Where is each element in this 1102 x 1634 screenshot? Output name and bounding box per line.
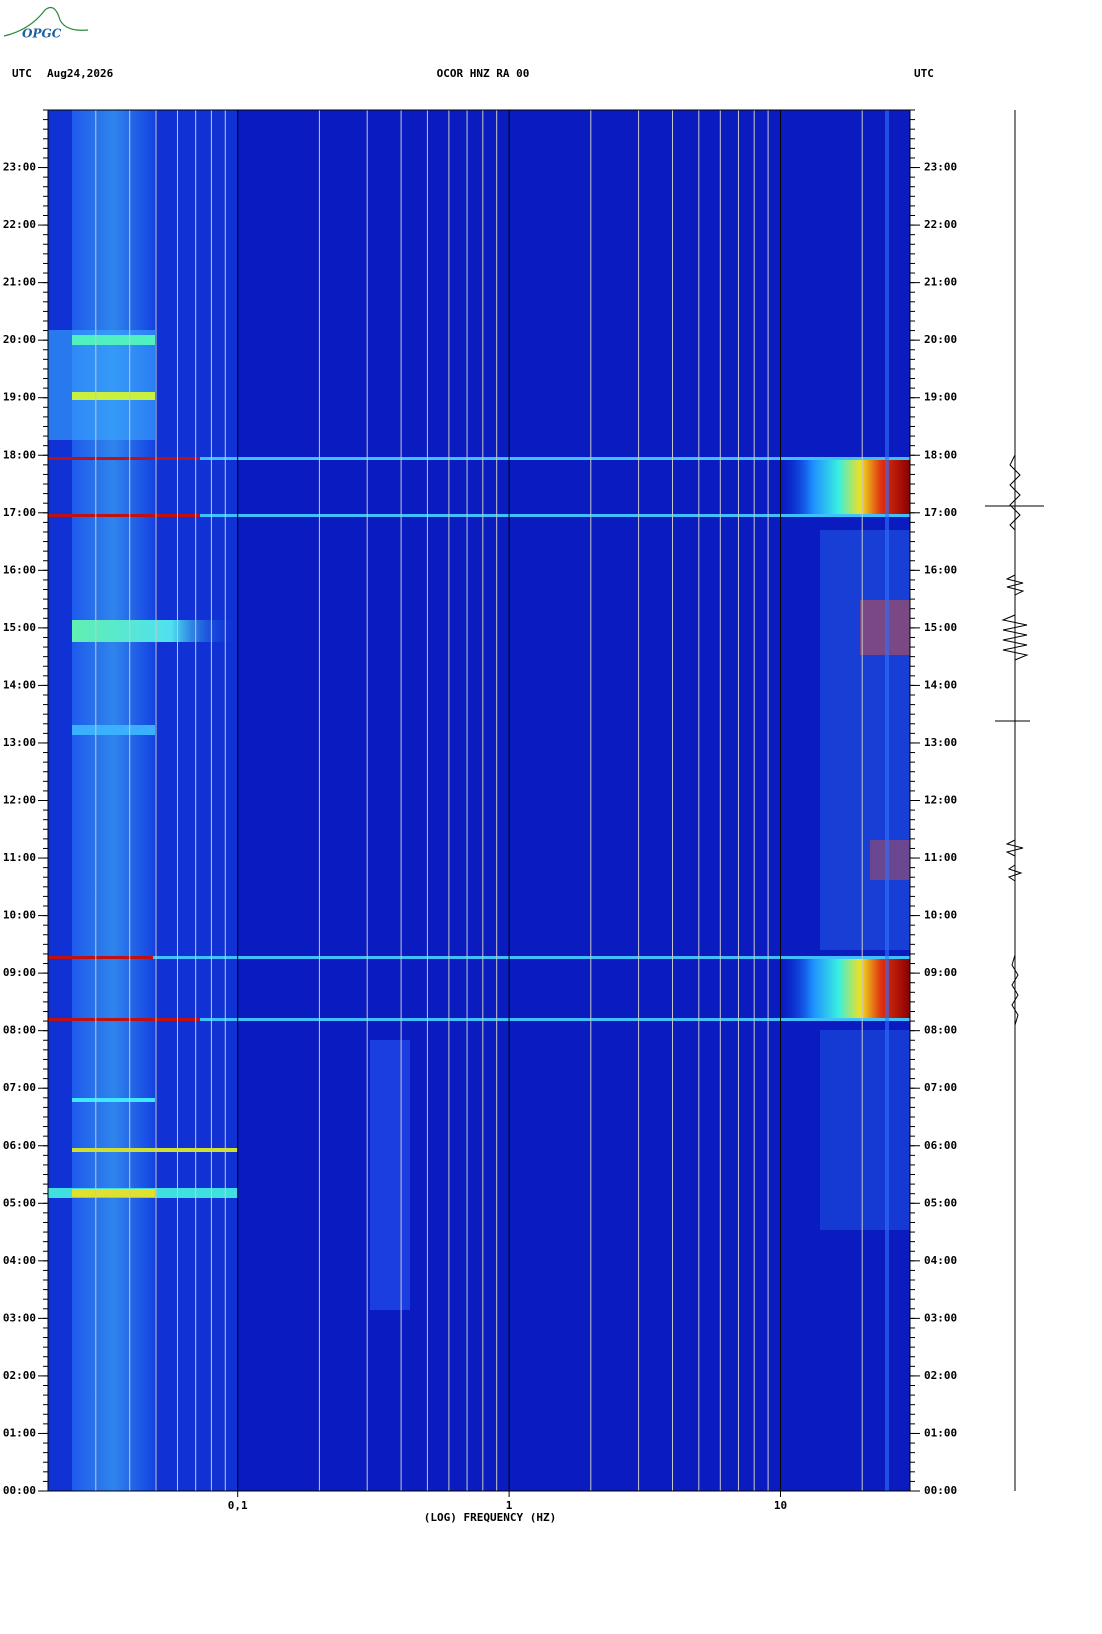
y-tick-label: 20:00 [924, 333, 957, 346]
y-tick-label: 19:00 [3, 391, 36, 404]
y-tick-label: 22:00 [3, 218, 36, 231]
y-tick-label: 22:00 [924, 218, 957, 231]
y-tick-label: 17:00 [924, 506, 957, 519]
date: Aug24,2026 [47, 67, 114, 80]
x-tick-label: 1 [506, 1499, 513, 1512]
y-tick-label: 16:00 [924, 563, 957, 576]
y-tick-label: 13:00 [3, 736, 36, 749]
y-tick-label: 23:00 [924, 161, 957, 174]
x-axis-label: (LOG) FREQUENCY (HZ) [424, 1511, 556, 1524]
y-tick-label: 17:00 [3, 506, 36, 519]
y-tick-label: 02:00 [3, 1369, 36, 1382]
y-tick-label: 06:00 [924, 1139, 957, 1152]
y-tick-label: 18:00 [3, 448, 36, 461]
y-tick-label: 00:00 [924, 1484, 957, 1497]
y-tick-label: 14:00 [924, 678, 957, 691]
y-tick-label: 11:00 [3, 851, 36, 864]
x-tick-label: 0,1 [228, 1499, 248, 1512]
y-tick-label: 12:00 [3, 794, 36, 807]
y-tick-label: 04:00 [3, 1254, 36, 1267]
y-tick-label: 05:00 [924, 1196, 957, 1209]
header-right: UTC [914, 67, 934, 80]
header-left: UTC [12, 67, 32, 80]
seismogram [985, 110, 1044, 1491]
y-tick-label: 02:00 [924, 1369, 957, 1382]
y-tick-label: 07:00 [924, 1081, 957, 1094]
x-tick-label: 10 [774, 1499, 787, 1512]
y-tick-label: 16:00 [3, 563, 36, 576]
y-tick-label: 07:00 [3, 1081, 36, 1094]
y-tick-label: 11:00 [924, 851, 957, 864]
y-tick-label: 08:00 [924, 1024, 957, 1037]
y-tick-label: 20:00 [3, 333, 36, 346]
y-tick-label: 10:00 [924, 909, 957, 922]
y-tick-label: 14:00 [3, 678, 36, 691]
spectrogram [48, 110, 910, 1491]
axes: 0,1 1 10 00:00 00:00 01:00 01:00 02:00 02:00 03:0… [3, 109, 957, 1512]
y-tick-label: 13:00 [924, 736, 957, 749]
y-tick-label: 00:00 [3, 1484, 36, 1497]
y-tick-label: 09:00 [924, 966, 957, 979]
y-tick-label: 23:00 [3, 161, 36, 174]
y-tick-label: 01:00 [3, 1426, 36, 1439]
logo: OPGC [3, 7, 89, 41]
y-tick-label: 06:00 [3, 1139, 36, 1152]
y-tick-label: 21:00 [924, 276, 957, 289]
y-tick-label: 18:00 [924, 448, 957, 461]
y-tick-label: 19:00 [924, 391, 957, 404]
chart-title: OCOR HNZ RA 00 [437, 67, 530, 80]
y-tick-label: 15:00 [924, 621, 957, 634]
y-tick-label: 09:00 [3, 966, 36, 979]
y-tick-label: 08:00 [3, 1024, 36, 1037]
y-tick-label: 03:00 [3, 1311, 36, 1324]
y-tick-label: 05:00 [3, 1196, 36, 1209]
y-tick-label: 01:00 [924, 1426, 957, 1439]
logo-text: OPGC [22, 27, 62, 41]
y-tick-label: 03:00 [924, 1311, 957, 1324]
y-tick-label: 15:00 [3, 621, 36, 634]
plot-frame [47, 109, 911, 1492]
y-tick-label: 21:00 [3, 276, 36, 289]
y-tick-label: 12:00 [924, 794, 957, 807]
y-tick-label: 10:00 [3, 909, 36, 922]
y-tick-label: 04:00 [924, 1254, 957, 1267]
